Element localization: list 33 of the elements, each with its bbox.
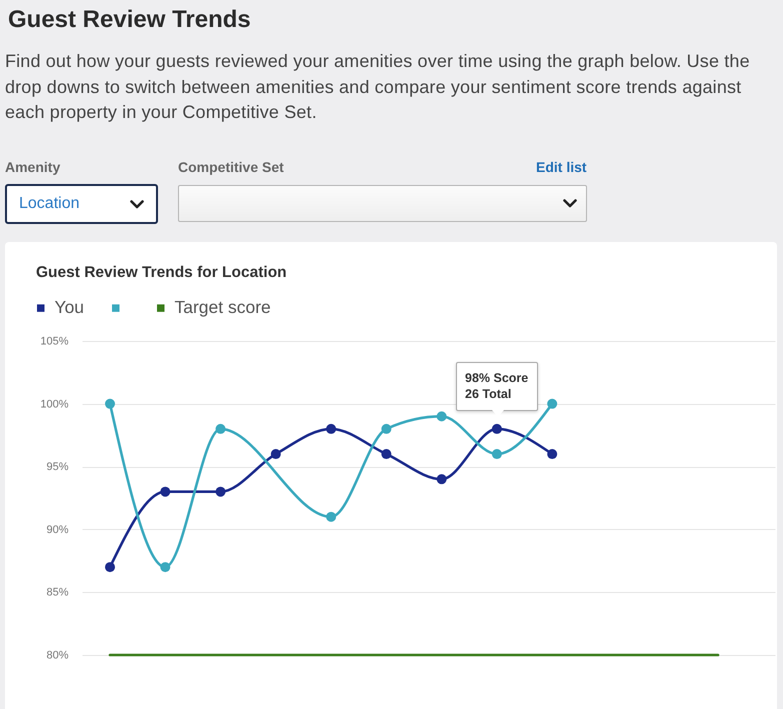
y-tick-label: 105% <box>40 336 69 348</box>
point <box>105 398 115 409</box>
text: Competitive Set <box>178 159 284 175</box>
point <box>492 424 502 434</box>
text: Guest Review Trends for Location <box>36 264 287 282</box>
point <box>436 411 447 422</box>
point <box>326 424 336 434</box>
y-tick-label: 80% <box>46 650 69 662</box>
point <box>436 474 447 484</box>
point <box>105 562 115 572</box>
point <box>381 449 392 460</box>
point <box>326 512 336 522</box>
text: Amenity <box>5 159 60 175</box>
point <box>160 562 170 572</box>
legend-label: You <box>54 297 84 318</box>
annotation: 98% Score 26 Total <box>456 362 538 411</box>
point <box>216 486 226 497</box>
y-tick-label: 95% <box>46 461 69 474</box>
point <box>216 424 226 434</box>
point <box>547 398 558 409</box>
dropdown-field: Location <box>5 184 158 224</box>
y-tick-label: 90% <box>46 524 69 536</box>
point <box>160 486 170 497</box>
chart-title: Guest Review Trends <box>8 6 251 34</box>
chart-subtitle: Find out how your guests reviewed your amenities over time using the graph below. Use the drop downs to switch between amenities and compare your sentiment score trends against each property in your Competitive Set. <box>5 50 751 124</box>
text: Edit list <box>536 159 587 175</box>
legend-label: Target score <box>174 297 271 318</box>
y-tick-label: 100% <box>40 398 69 410</box>
y-tick-label: 85% <box>46 586 69 599</box>
point <box>492 449 502 460</box>
point <box>547 449 558 460</box>
point <box>270 449 281 460</box>
point <box>381 424 392 434</box>
